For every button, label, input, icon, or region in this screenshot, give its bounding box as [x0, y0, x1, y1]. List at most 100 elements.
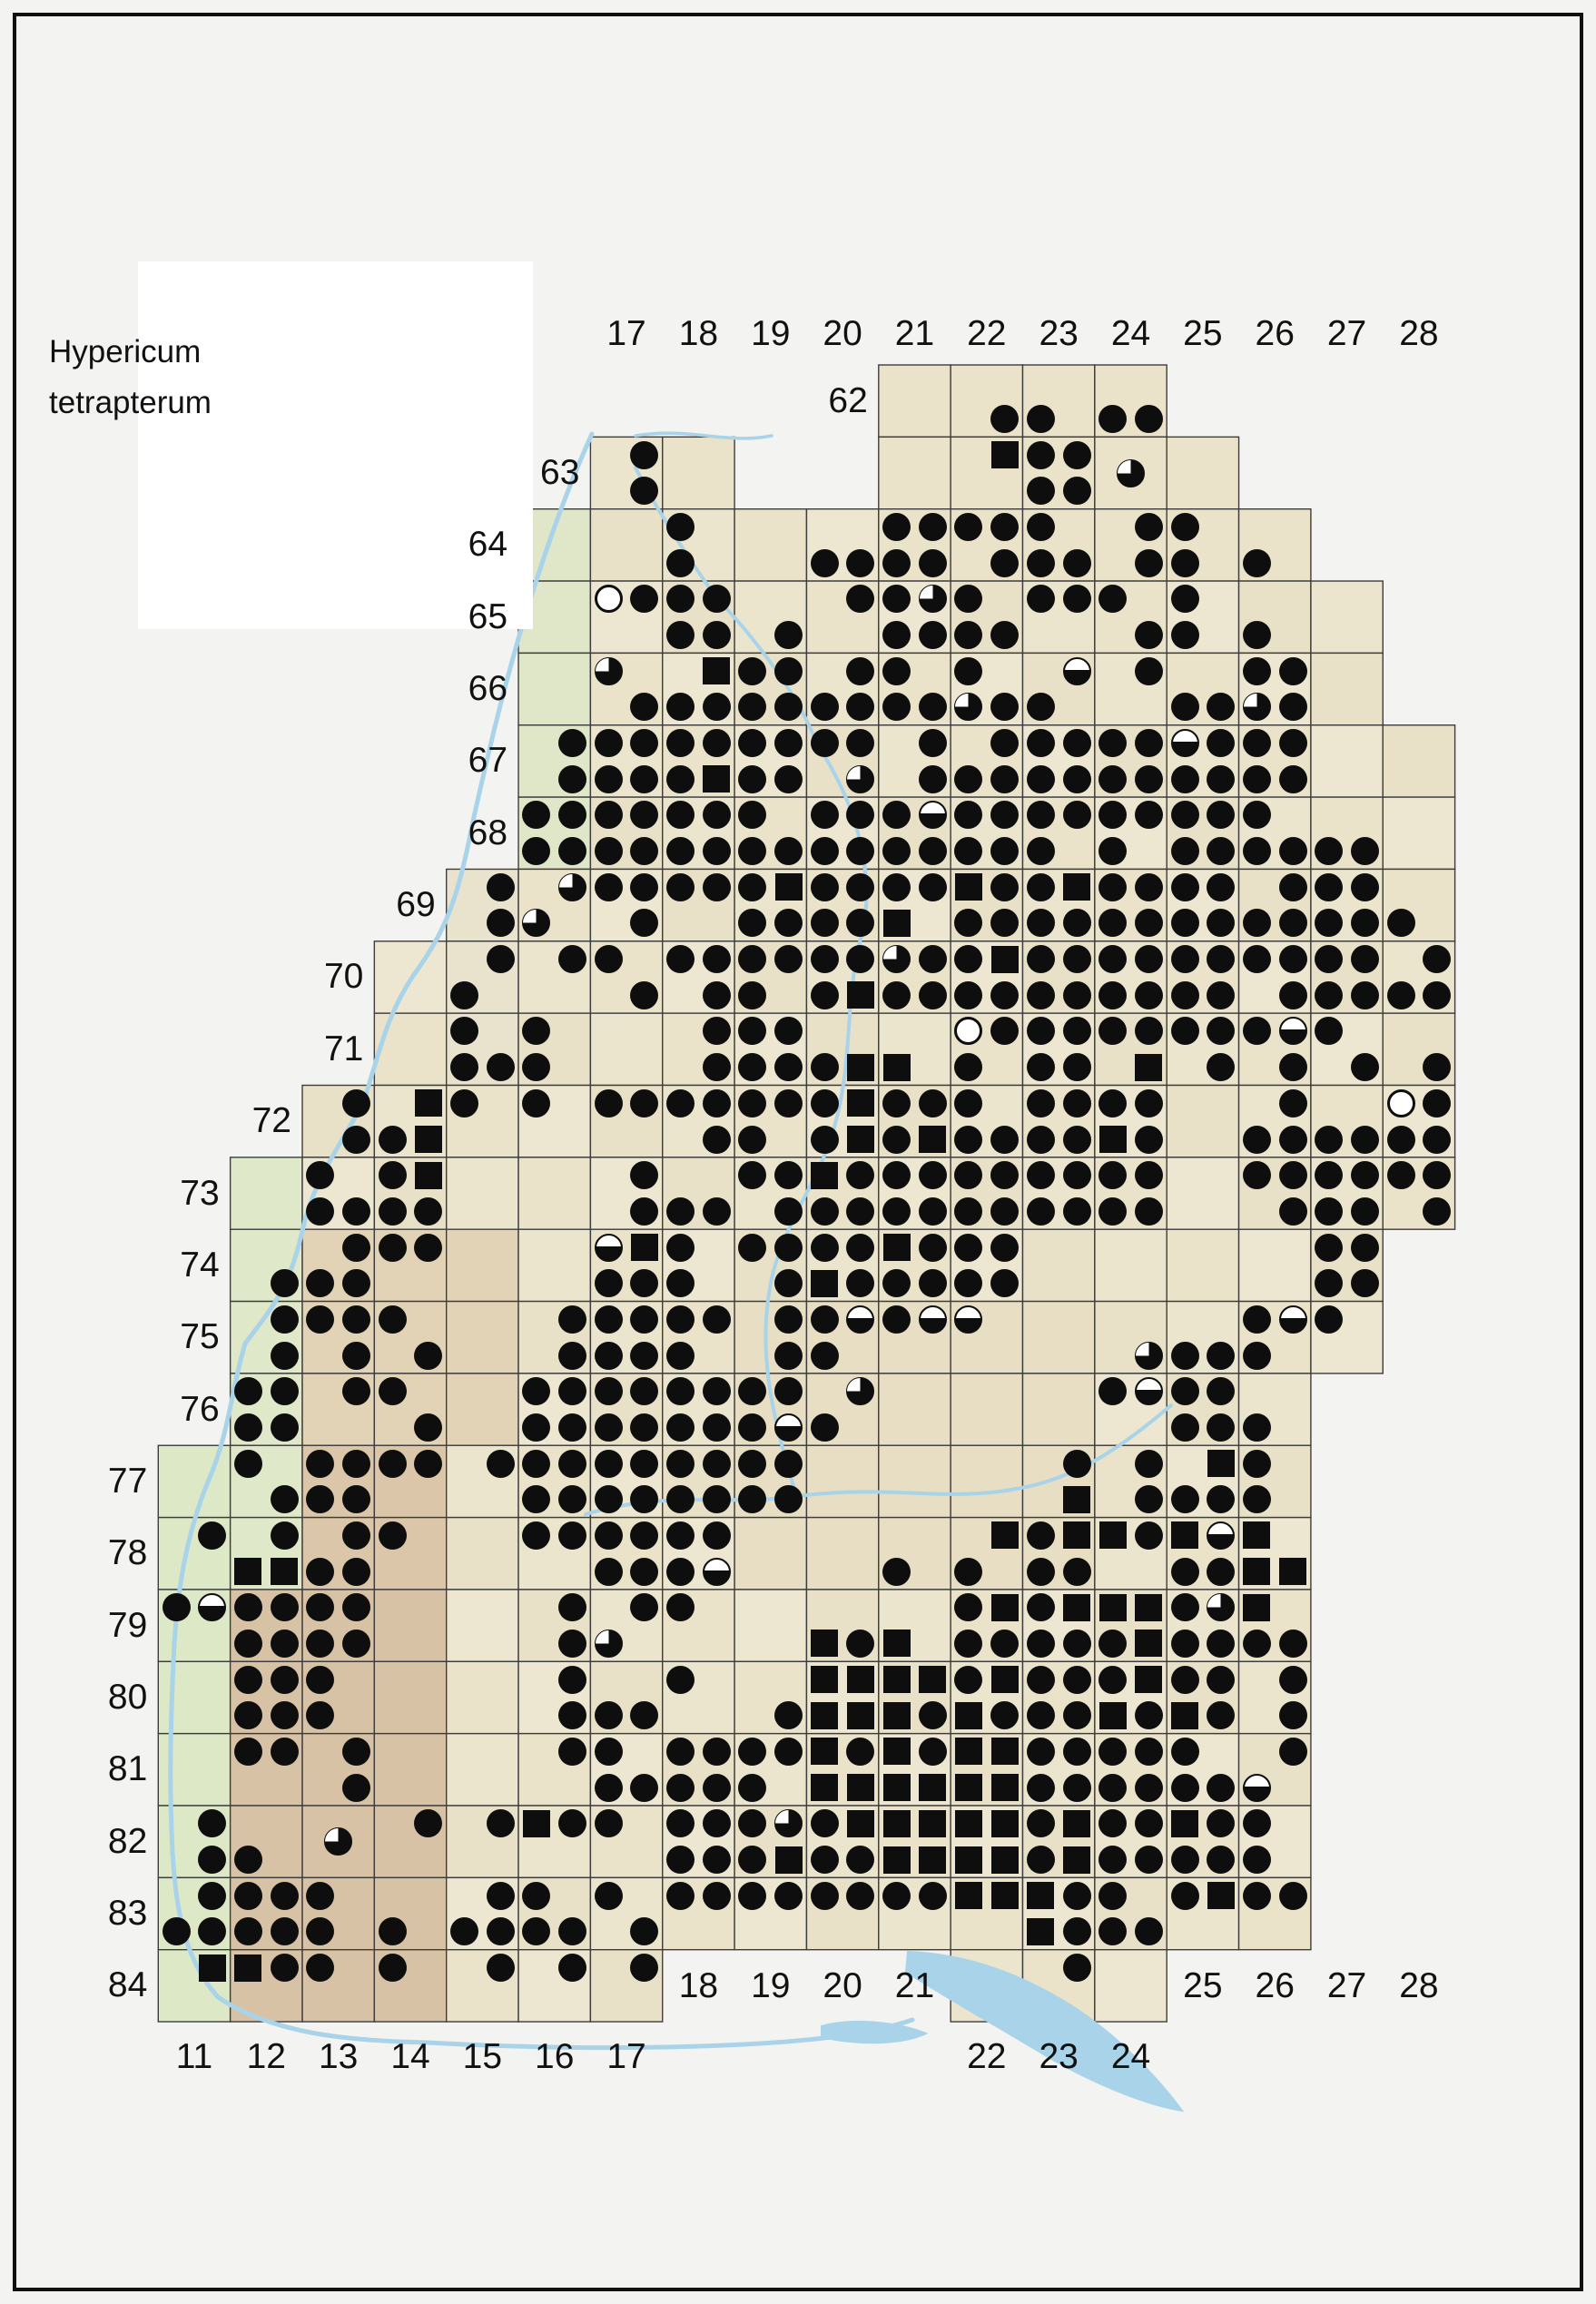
- filled-circle-symbol: [233, 1881, 262, 1910]
- filled-circle-symbol: [270, 1269, 299, 1298]
- filled-circle-symbol: [1207, 1485, 1236, 1514]
- filled-circle-symbol: [1315, 1233, 1344, 1262]
- filled-circle-symbol: [918, 548, 947, 577]
- filled-circle-symbol: [594, 1088, 623, 1118]
- filled-circle-symbol: [450, 1917, 479, 1946]
- filled-circle-symbol: [378, 1161, 407, 1190]
- grid-row-label-left: 74: [180, 1245, 220, 1285]
- filled-circle-symbol: [774, 1196, 803, 1226]
- filled-circle-symbol: [954, 1557, 983, 1586]
- filled-circle-symbol: [1278, 1161, 1307, 1190]
- filled-circle-symbol: [306, 1269, 335, 1298]
- filled-circle-symbol: [846, 1269, 875, 1298]
- filled-square-symbol: [1135, 1630, 1163, 1658]
- filled-circle-symbol: [774, 1017, 803, 1046]
- filled-circle-symbol: [774, 1269, 803, 1298]
- filled-circle-symbol: [666, 1846, 695, 1874]
- filled-circle-symbol: [1062, 1917, 1091, 1946]
- filled-circle-symbol: [1170, 513, 1199, 542]
- filled-circle-symbol: [1134, 1521, 1163, 1550]
- filled-circle-symbol: [1134, 1017, 1163, 1046]
- filled-circle-symbol: [342, 1593, 370, 1622]
- grid-row-label-left: 72: [251, 1101, 291, 1141]
- filled-circle-symbol: [666, 1377, 695, 1406]
- filled-circle-symbol: [342, 1485, 370, 1514]
- grid-row-label-left: 66: [468, 669, 508, 709]
- filled-circle-symbol: [1170, 1773, 1199, 1802]
- grid-row-label-left: 64: [468, 525, 508, 565]
- filled-square-symbol: [1098, 1521, 1127, 1550]
- filled-circle-symbol: [1134, 548, 1163, 577]
- filled-circle-symbol: [1134, 764, 1163, 793]
- filled-circle-symbol: [666, 801, 695, 830]
- filled-circle-symbol: [1134, 1917, 1163, 1946]
- half-white-circle-symbol: [774, 1413, 803, 1442]
- filled-circle-symbol: [1170, 764, 1199, 793]
- quarter-white-circle-symbol: [1117, 458, 1146, 487]
- quarter-white-circle-symbol: [324, 1827, 353, 1856]
- filled-circle-symbol: [450, 1053, 479, 1082]
- filled-circle-symbol: [810, 1125, 839, 1154]
- filled-circle-symbol: [738, 1809, 767, 1838]
- filled-circle-symbol: [630, 1341, 659, 1370]
- filled-circle-symbol: [1242, 548, 1271, 577]
- filled-circle-symbol: [630, 1485, 659, 1514]
- filled-circle-symbol: [1278, 729, 1307, 758]
- filled-circle-symbol: [1098, 585, 1128, 614]
- filled-circle-symbol: [630, 693, 659, 722]
- filled-circle-symbol: [1207, 837, 1236, 866]
- grid-row-label-left: 70: [323, 957, 364, 997]
- filled-circle-symbol: [738, 1881, 767, 1910]
- filled-square-symbol: [703, 657, 731, 685]
- filled-square-symbol: [811, 1269, 839, 1297]
- filled-square-symbol: [954, 1774, 982, 1802]
- filled-circle-symbol: [666, 764, 695, 793]
- quarter-white-circle-symbol: [522, 909, 551, 938]
- filled-circle-symbol: [702, 1413, 731, 1442]
- filled-circle-symbol: [702, 1305, 731, 1334]
- filled-circle-symbol: [558, 1377, 587, 1406]
- filled-circle-symbol: [522, 801, 551, 830]
- filled-circle-symbol: [1026, 693, 1055, 722]
- filled-circle-symbol: [594, 801, 623, 830]
- grid-col-label-bottom: 14: [390, 2037, 430, 2076]
- filled-circle-symbol: [1170, 1341, 1199, 1370]
- filled-circle-symbol: [738, 909, 767, 938]
- filled-square-symbol: [882, 1053, 911, 1081]
- filled-circle-symbol: [342, 1233, 370, 1262]
- filled-circle-symbol: [774, 1701, 803, 1730]
- filled-circle-symbol: [1207, 1809, 1236, 1838]
- filled-circle-symbol: [702, 1088, 731, 1118]
- filled-square-symbol: [1171, 1521, 1199, 1550]
- filled-square-symbol: [990, 1666, 1019, 1694]
- filled-square-symbol: [846, 1666, 874, 1694]
- grid-row-label-left: 77: [107, 1461, 148, 1501]
- filled-circle-symbol: [1207, 1413, 1236, 1442]
- filled-circle-symbol: [630, 440, 659, 469]
- filled-square-symbol: [846, 981, 874, 1009]
- grid-col-label-bottom: 25: [1183, 1966, 1223, 2005]
- filled-circle-symbol: [702, 1809, 731, 1838]
- filled-circle-symbol: [1207, 1377, 1236, 1406]
- filled-circle-symbol: [954, 837, 983, 866]
- half-white-circle-symbol: [1062, 656, 1091, 685]
- filled-square-symbol: [198, 1954, 226, 1982]
- half-white-circle-symbol: [1242, 1773, 1271, 1802]
- filled-circle-symbol: [1242, 837, 1271, 866]
- filled-square-symbol: [1098, 1126, 1127, 1153]
- filled-circle-symbol: [378, 1521, 407, 1550]
- filled-square-symbol: [846, 1053, 874, 1081]
- filled-circle-symbol: [1170, 801, 1199, 830]
- filled-circle-symbol: [990, 837, 1020, 866]
- filled-circle-symbol: [846, 945, 875, 974]
- filled-circle-symbol: [810, 548, 839, 577]
- filled-circle-symbol: [954, 1053, 983, 1082]
- filled-square-symbol: [811, 1666, 839, 1694]
- filled-circle-symbol: [702, 1737, 731, 1766]
- filled-square-symbol: [811, 1774, 839, 1802]
- filled-circle-symbol: [306, 1701, 335, 1730]
- filled-circle-symbol: [810, 1341, 839, 1370]
- filled-circle-symbol: [774, 729, 803, 758]
